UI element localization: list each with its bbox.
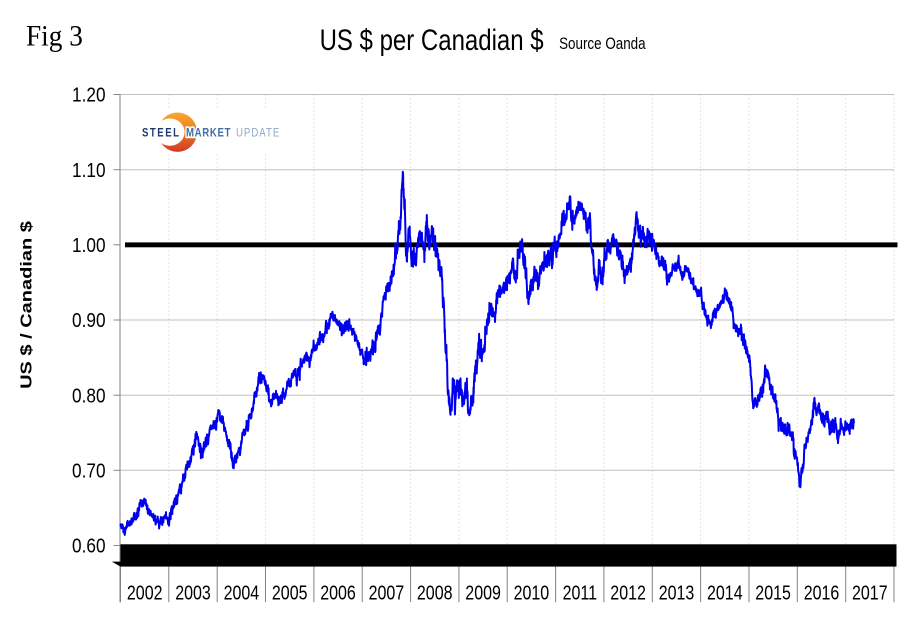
svg-text:1.20: 1.20 — [72, 83, 105, 106]
svg-text:2013: 2013 — [659, 582, 695, 604]
svg-text:MARKET: MARKET — [186, 126, 231, 139]
svg-text:2012: 2012 — [610, 582, 646, 604]
svg-text:Fig 3: Fig 3 — [26, 19, 83, 52]
svg-text:2003: 2003 — [175, 582, 211, 604]
svg-text:2015: 2015 — [755, 582, 791, 604]
svg-text:0.60: 0.60 — [72, 534, 105, 557]
svg-text:2006: 2006 — [320, 582, 356, 604]
svg-text:2014: 2014 — [707, 582, 743, 604]
svg-text:2009: 2009 — [465, 582, 501, 604]
svg-text:2008: 2008 — [417, 582, 453, 604]
svg-text:2004: 2004 — [224, 582, 260, 604]
svg-text:2002: 2002 — [127, 582, 163, 604]
svg-text:2016: 2016 — [804, 582, 840, 604]
svg-text:2005: 2005 — [272, 582, 308, 604]
svg-text:2007: 2007 — [369, 582, 405, 604]
svg-text:STEEL: STEEL — [142, 126, 181, 139]
svg-text:0.70: 0.70 — [72, 459, 105, 482]
svg-text:1.00: 1.00 — [72, 234, 105, 257]
svg-text:US $ per Canadian $: US $ per Canadian $ — [320, 23, 544, 57]
svg-text:0.90: 0.90 — [72, 309, 105, 332]
svg-text:1.10: 1.10 — [72, 159, 105, 182]
svg-text:2011: 2011 — [563, 582, 597, 604]
svg-text:Source Oanda: Source Oanda — [559, 35, 646, 54]
svg-text:US $ / Canadian $: US $ / Canadian $ — [17, 221, 35, 389]
svg-text:UPDATE: UPDATE — [236, 126, 280, 139]
svg-text:2017: 2017 — [852, 582, 888, 604]
svg-text:0.80: 0.80 — [72, 384, 105, 407]
svg-text:2010: 2010 — [514, 582, 550, 604]
